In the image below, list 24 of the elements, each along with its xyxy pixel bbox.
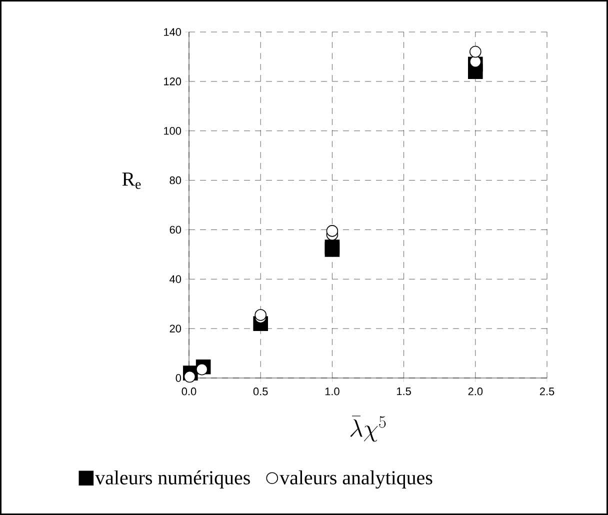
y-tick-label: 60 — [170, 226, 182, 234]
y-tick-label: 120 — [164, 78, 182, 86]
point — [254, 309, 266, 321]
point — [470, 46, 482, 58]
x-axis-title: $\bar{\lambda}\chi^{5}$ — [350, 416, 386, 442]
y-tick-label: 40 — [170, 275, 182, 284]
y-tick-label: 100 — [164, 126, 182, 135]
y-axis-title: R$_{e}$ — [122, 172, 141, 189]
y-tick-label: 0 — [176, 374, 182, 382]
y-tick-label: 80 — [170, 176, 182, 184]
point — [196, 363, 208, 376]
legend-label: valeurs analytiques — [280, 470, 432, 489]
point — [470, 56, 482, 68]
x-tick-label: 2.0 — [468, 388, 483, 396]
point — [326, 225, 338, 237]
point — [184, 370, 196, 383]
x-tick-label: 1.5 — [397, 388, 411, 396]
x-tick-label: 1.0 — [325, 388, 340, 396]
x-tick-label: 0.0 — [182, 388, 196, 396]
y-tick-label: 140 — [164, 28, 182, 36]
y-tick-label: 20 — [170, 324, 182, 332]
x-tick-label: 0.5 — [253, 388, 268, 396]
x-tick-label: 2.5 — [540, 388, 554, 396]
legend-label: valeurs numériques — [95, 470, 250, 489]
